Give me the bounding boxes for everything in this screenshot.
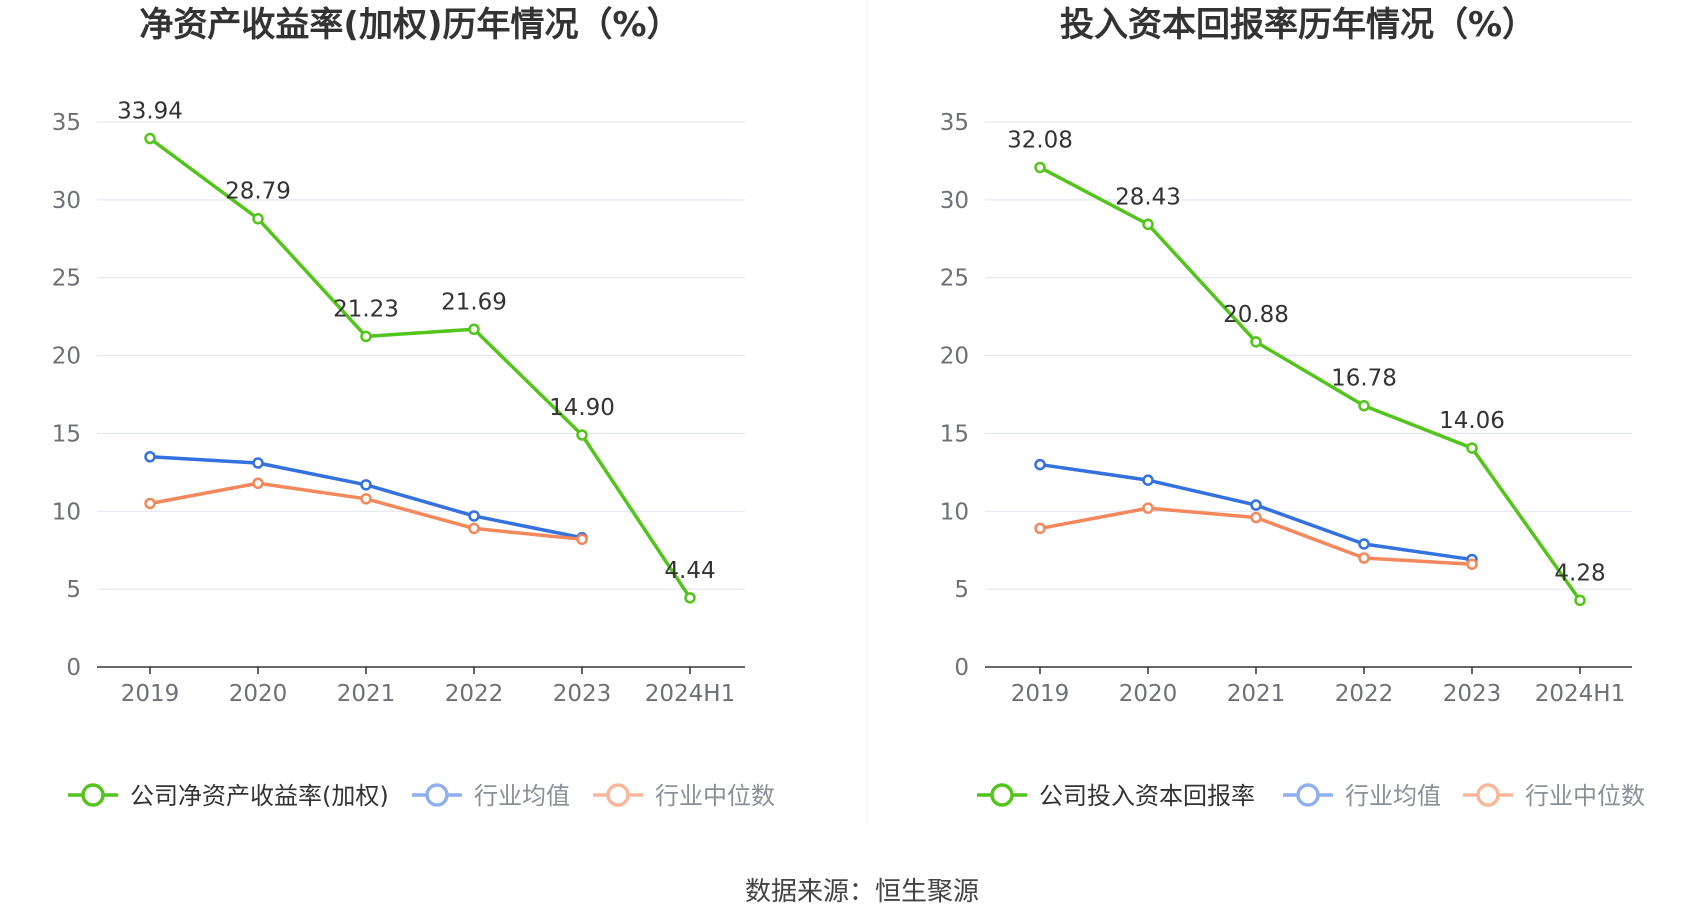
legend-marker-icon	[990, 783, 1014, 807]
data-point-industry_median	[252, 477, 264, 490]
chart-roe: 净资产收益率(加权)历年情况（%） 0 5 10 15 20 25 30 35 2019 2020 2…	[52, 5, 775, 810]
data-point-company	[252, 212, 264, 225]
y-tick-label: 0	[66, 655, 81, 681]
data-point-company	[1250, 336, 1262, 348]
data-point-industry_avg	[1034, 458, 1046, 471]
y-tick-label: 10	[52, 499, 81, 525]
data-point-industry_avg	[1142, 474, 1154, 486]
data-point-company	[684, 592, 696, 604]
y-tick-label: 35	[940, 110, 969, 136]
x-tick-label: 2021	[1227, 681, 1286, 707]
x-tick-label: 2024H1	[1535, 681, 1625, 707]
legend-label: 行业均值	[474, 782, 570, 810]
legend-marker-icon	[1476, 783, 1500, 807]
legend-label: 公司投入资本回报率	[1039, 782, 1255, 810]
chart-title: 投入资本回报率历年情况（%）	[1060, 5, 1536, 45]
data-label: 21.23	[333, 296, 399, 322]
data-source-note: 数据来源：恒生聚源	[745, 877, 979, 907]
y-tick-label: 20	[940, 344, 969, 370]
data-point-industry_avg	[468, 510, 480, 522]
legend-marker-icon	[1296, 783, 1320, 807]
data-label: 21.69	[441, 289, 507, 315]
x-tick-label: 2021	[337, 681, 396, 707]
x-tick-label: 2022	[445, 681, 504, 707]
data-label: 14.06	[1439, 408, 1505, 434]
data-point-industry_avg	[360, 479, 372, 491]
x-tick-label: 2019	[121, 681, 180, 707]
data-label: 28.43	[1115, 184, 1181, 210]
y-tick-label: 15	[52, 421, 81, 447]
data-point-company	[360, 330, 372, 343]
data-point-industry_avg	[1358, 538, 1370, 550]
legend-label: 行业中位数	[1525, 782, 1645, 810]
legend-item-industry_avg: 行业均值	[1283, 782, 1441, 810]
legend-item-company: 公司净资产收益率(加权)	[68, 782, 389, 810]
data-point-company	[1034, 161, 1046, 174]
data-point-industry_avg	[252, 457, 264, 469]
x-tick-label: 2023	[1443, 681, 1502, 707]
x-tick-label: 2023	[553, 681, 612, 707]
data-point-company	[468, 323, 480, 336]
x-tick-label: 2019	[1011, 681, 1070, 707]
x-tick-label: 2020	[229, 681, 288, 707]
y-tick-label: 5	[954, 577, 969, 603]
y-tick-label: 30	[52, 188, 81, 214]
x-tick-label: 2024H1	[645, 681, 735, 707]
data-point-industry_median	[1142, 502, 1154, 514]
data-label: 16.78	[1331, 366, 1397, 392]
y-tick-label: 20	[52, 344, 81, 370]
data-label: 33.94	[117, 99, 183, 125]
data-point-industry_median	[1466, 558, 1478, 570]
data-point-company	[144, 132, 156, 145]
legend-item-industry_median: 行业中位数	[1463, 782, 1645, 810]
chart-title: 净资产收益率(加权)历年情况（%）	[139, 5, 680, 45]
legend-marker-icon	[81, 783, 105, 807]
y-tick-label: 30	[940, 188, 969, 214]
legend-item-industry_avg: 行业均值	[412, 782, 570, 810]
data-point-company	[1358, 399, 1370, 412]
y-tick-label: 35	[52, 110, 81, 136]
data-point-industry_median	[576, 533, 588, 546]
x-tick-label: 2020	[1119, 681, 1178, 707]
data-label: 28.79	[225, 179, 291, 205]
y-tick-label: 10	[940, 499, 969, 525]
data-label: 14.90	[549, 395, 615, 421]
legend-item-industry_median: 行业中位数	[593, 782, 775, 810]
data-point-industry_median	[468, 522, 480, 535]
y-tick-label: 15	[940, 421, 969, 447]
series-line-company	[148, 137, 692, 599]
y-tick-label: 0	[954, 655, 969, 681]
legend-label: 行业均值	[1345, 782, 1441, 810]
data-point-industry_median	[144, 497, 156, 510]
series-line-company	[1039, 165, 1582, 602]
data-label: 4.28	[1554, 560, 1605, 586]
legend-item-company: 公司投入资本回报率	[977, 782, 1255, 810]
data-point-industry_avg	[144, 451, 156, 463]
y-tick-label: 25	[52, 266, 81, 292]
data-point-industry_median	[1358, 552, 1370, 564]
data-point-industry_median	[360, 493, 372, 505]
legend-label: 公司净资产收益率(加权)	[130, 782, 389, 810]
data-point-industry_median	[1034, 522, 1046, 535]
y-tick-label: 25	[940, 266, 969, 292]
data-point-company	[1574, 594, 1586, 607]
x-tick-label: 2022	[1335, 681, 1394, 707]
data-label: 20.88	[1223, 302, 1289, 328]
data-point-industry_avg	[1250, 499, 1262, 511]
legend-marker-icon	[425, 783, 449, 807]
y-tick-label: 5	[66, 577, 81, 603]
data-label: 32.08	[1007, 127, 1073, 153]
legend-marker-icon	[606, 783, 630, 807]
data-label: 4.44	[664, 558, 715, 584]
data-point-company	[1142, 218, 1154, 231]
legend-label: 行业中位数	[655, 782, 775, 810]
data-point-company	[576, 429, 588, 441]
data-point-industry_median	[1250, 511, 1262, 524]
chart-roic: 投入资本回报率历年情况（%） 0 5 10 15 20 25 30 35 2019 2020 2021…	[940, 5, 1645, 810]
data-point-company	[1466, 442, 1478, 454]
